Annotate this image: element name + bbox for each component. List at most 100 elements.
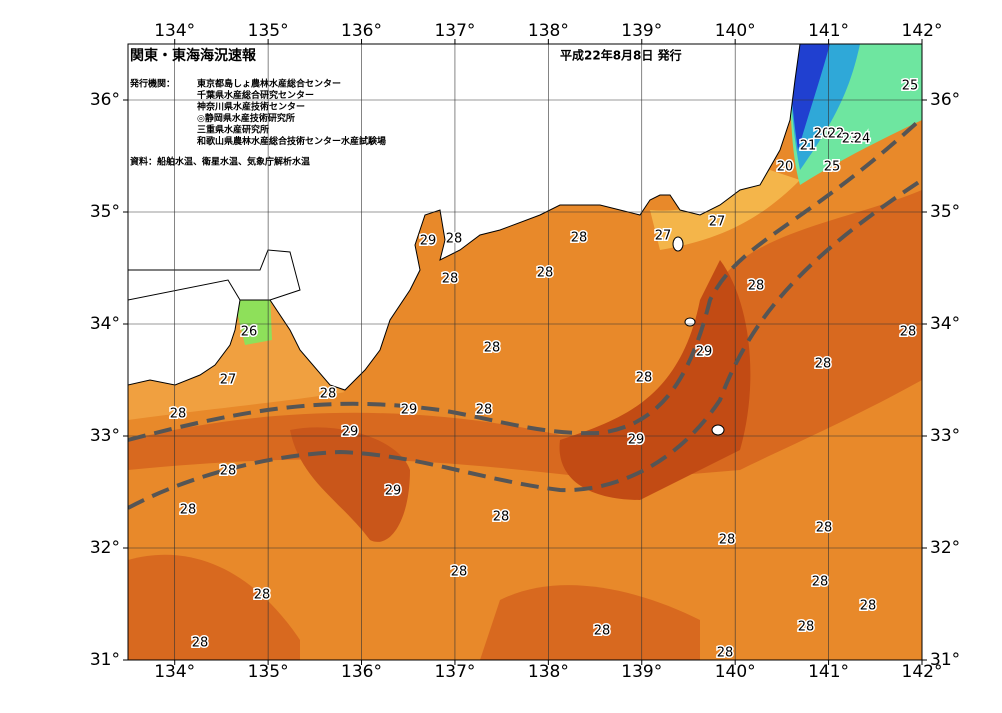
lat-label: 31°	[930, 650, 960, 670]
lon-label: 136°	[341, 662, 382, 682]
contour-label: 23	[842, 132, 859, 147]
lat-label: 32°	[90, 538, 120, 558]
lat-label: 34°	[90, 314, 120, 334]
lat-label: 31°	[90, 650, 120, 670]
cool-patch	[650, 170, 800, 250]
lon-label: 140°	[715, 662, 756, 682]
contour-label: 28	[717, 646, 734, 661]
contour-label: 28	[719, 533, 736, 548]
lat-label: 36°	[930, 90, 960, 110]
contour-label: 29	[628, 433, 645, 448]
contour-label: 28	[571, 231, 588, 246]
lat-label: 33°	[930, 426, 960, 446]
contour-label: 28	[860, 599, 877, 614]
lon-label: 139°	[621, 662, 662, 682]
lon-label: 136°	[341, 21, 382, 41]
warm-patch	[128, 554, 300, 660]
issue-date: 平成22年8月8日 発行	[560, 48, 682, 63]
contour-label: 25	[824, 160, 841, 175]
grid	[128, 44, 922, 660]
contour-label: 28	[476, 403, 493, 418]
cold-water	[790, 44, 830, 150]
contour-label: 28	[451, 565, 468, 580]
lon-label: 139°	[621, 21, 662, 41]
contour-label: 28	[192, 636, 209, 651]
contour-label: 20	[777, 160, 794, 175]
contour-label: 26	[241, 325, 258, 340]
lon-label: 137°	[434, 21, 475, 41]
cool-patch	[128, 300, 345, 420]
lon-label: 141°	[808, 21, 849, 41]
contour-label: 28	[220, 464, 237, 479]
land	[128, 249, 301, 301]
contour-label: 28	[798, 620, 815, 635]
lon-label: 138°	[528, 21, 569, 41]
contour-label: 28	[815, 357, 832, 372]
lon-label: 135°	[248, 21, 289, 41]
contour-label: 29	[420, 234, 437, 249]
island	[672, 236, 684, 252]
lon-label: 138°	[528, 662, 569, 682]
lon-label: 142°	[902, 662, 943, 682]
title: 関東・東海海況速報	[130, 47, 257, 64]
contour-label: 28	[816, 521, 833, 536]
warm-patch	[290, 427, 410, 542]
island	[711, 424, 725, 436]
issuer: 東京都島しょ農林水産総合センター	[197, 78, 341, 90]
island	[684, 317, 696, 327]
land	[128, 44, 801, 391]
lon-label: 140°	[715, 21, 756, 41]
kuroshio-edge	[128, 116, 922, 442]
kuroshio-edge	[128, 178, 922, 510]
lat-label: 35°	[90, 202, 120, 222]
lat-label: 35°	[930, 202, 960, 222]
contour-label: 25	[902, 79, 919, 94]
contour-label: 28	[748, 279, 765, 294]
issuer-label: 発行機関：	[129, 78, 175, 90]
contour-label: 21	[800, 139, 817, 154]
contour-label: 28	[594, 624, 611, 639]
map-area	[128, 44, 922, 660]
contour-label: 29	[696, 345, 713, 360]
lon-label: 134°	[154, 21, 195, 41]
issuer: 千葉県水産総合研究センター	[197, 89, 314, 101]
lon-label: 141°	[808, 662, 849, 682]
contour-label: 22	[828, 127, 845, 142]
contour-label: 27	[655, 229, 672, 244]
issuer: 三重県水産研究所	[197, 124, 269, 136]
contour-label: 28	[900, 325, 917, 340]
contour-label: 28	[537, 266, 554, 281]
lon-label: 135°	[248, 662, 289, 682]
warm-patch	[480, 585, 700, 660]
issuer: ◎静岡県水産技術研究所	[197, 112, 295, 124]
lon-label: 137°	[434, 662, 475, 682]
contour-label: 29	[385, 484, 402, 499]
contour-label: 24	[854, 132, 871, 147]
warm-core	[559, 260, 751, 500]
contour-label: 28	[446, 232, 463, 247]
contour-label: 28	[812, 575, 829, 590]
contour-label: 28	[180, 503, 197, 518]
lat-label: 34°	[930, 314, 960, 334]
issuer: 和歌山県農林水産総合技術センター水産試験場	[196, 135, 386, 147]
map-frame	[127, 43, 923, 661]
contour-label: 29	[401, 403, 418, 418]
contour-label: 28	[636, 371, 653, 386]
contour-label: 28	[442, 272, 459, 287]
source: 資料：船舶水温、衛星水温、気象庁解析水温	[130, 156, 310, 168]
contour-label: 27	[709, 215, 726, 230]
lon-label: 134°	[154, 662, 195, 682]
contour-label: 28	[170, 407, 187, 422]
lat-label: 36°	[90, 90, 120, 110]
cold-patch	[232, 292, 272, 345]
contour-label: 29	[342, 425, 359, 440]
contour-label: 28	[484, 341, 501, 356]
lat-label: 33°	[90, 426, 120, 446]
contour-label: 20	[814, 127, 831, 142]
contour-label: 28	[254, 588, 271, 603]
contour-label: 28	[493, 510, 510, 525]
contour-label: 27	[220, 373, 237, 388]
issuer: 神奈川県水産技術センター	[197, 101, 305, 113]
